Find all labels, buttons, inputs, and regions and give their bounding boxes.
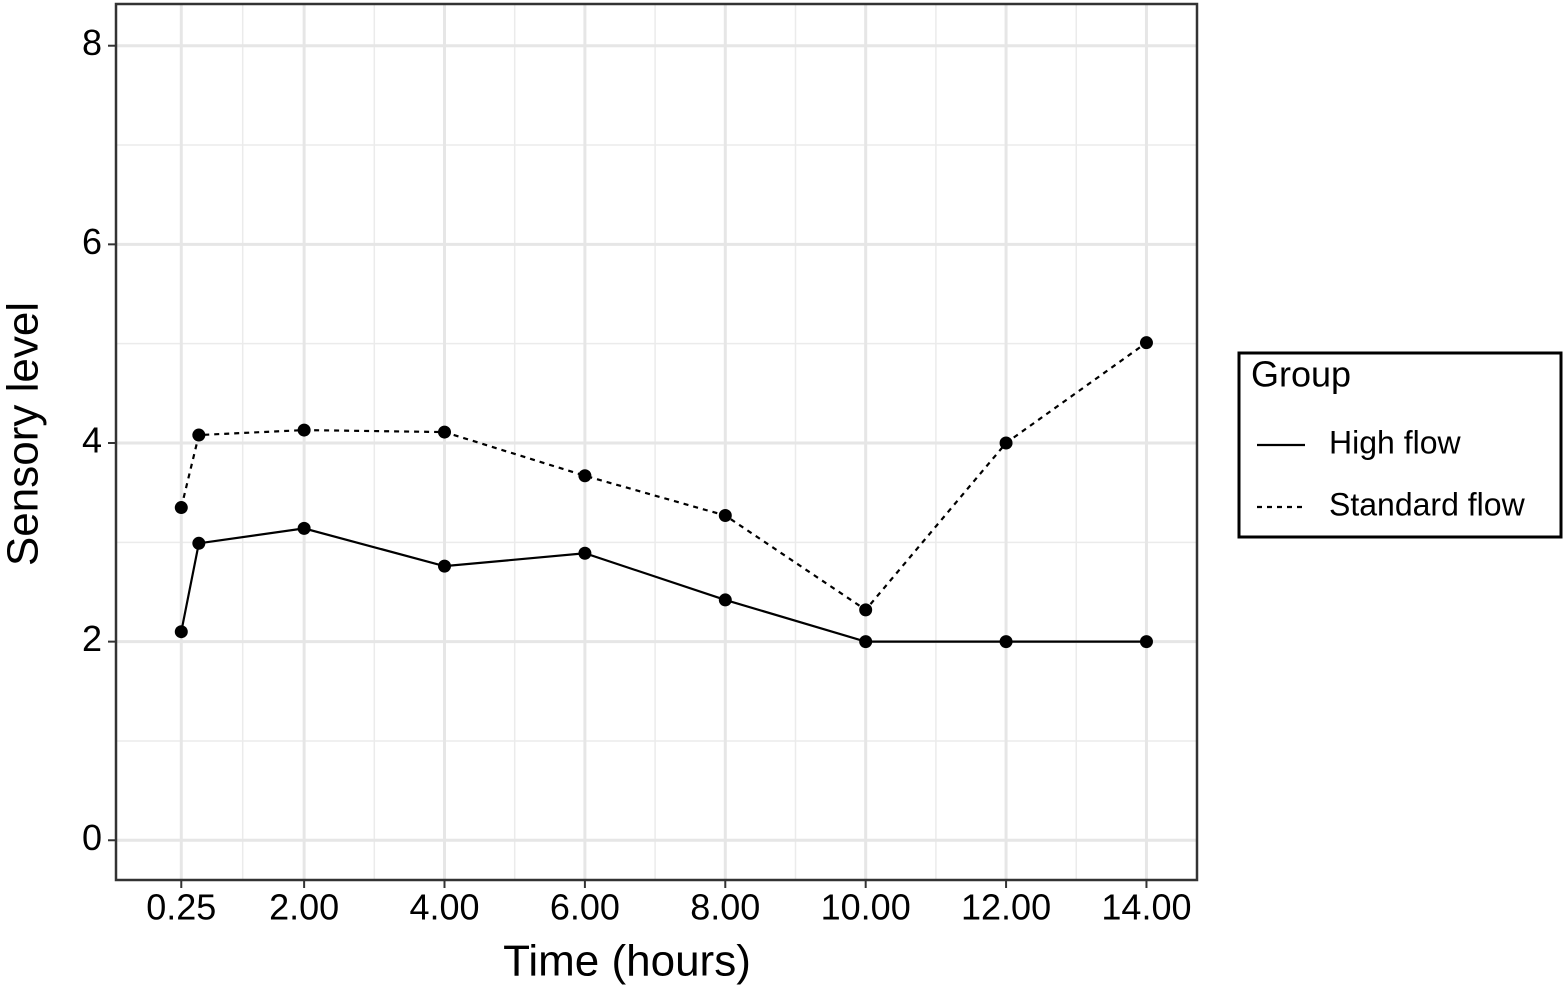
data-point: [999, 436, 1013, 450]
data-point: [297, 423, 311, 437]
x-tick-label: 4.00: [409, 887, 479, 928]
data-point: [1139, 336, 1153, 350]
data-point: [297, 521, 311, 535]
data-point: [438, 425, 452, 439]
data-point: [192, 428, 206, 442]
data-point: [174, 625, 188, 639]
legend-title: Group: [1251, 354, 1351, 395]
data-point: [999, 635, 1013, 649]
data-point: [174, 501, 188, 515]
x-tick-label: 10.00: [821, 887, 911, 928]
y-tick-label: 6: [82, 221, 102, 262]
data-point: [718, 508, 732, 522]
x-tick-label: 6.00: [550, 887, 620, 928]
x-tick-label: 0.25: [146, 887, 216, 928]
x-axis-title: Time (hours): [503, 937, 751, 986]
legend-label: High flow: [1329, 424, 1462, 460]
data-point: [859, 603, 873, 617]
y-tick-label: 4: [82, 420, 102, 461]
data-point: [192, 536, 206, 550]
x-tick-label: 2.00: [269, 887, 339, 928]
data-point: [438, 559, 452, 573]
y-tick-label: 8: [82, 22, 102, 63]
x-tick-label: 14.00: [1101, 887, 1191, 928]
y-axis-title: Sensory level: [0, 302, 48, 566]
x-tick-label: 12.00: [961, 887, 1051, 928]
y-tick-label: 0: [82, 817, 102, 858]
y-tick-label: 2: [82, 618, 102, 659]
data-point: [859, 635, 873, 649]
x-tick-label: 8.00: [690, 887, 760, 928]
data-point: [578, 469, 592, 483]
data-point: [578, 546, 592, 560]
series-line: [180, 341, 1148, 612]
series-line: [180, 527, 1147, 643]
plot-border: [114, 2, 1199, 882]
legend-label: Standard flow: [1329, 486, 1526, 522]
data-point: [1139, 635, 1153, 649]
data-point: [718, 593, 732, 607]
